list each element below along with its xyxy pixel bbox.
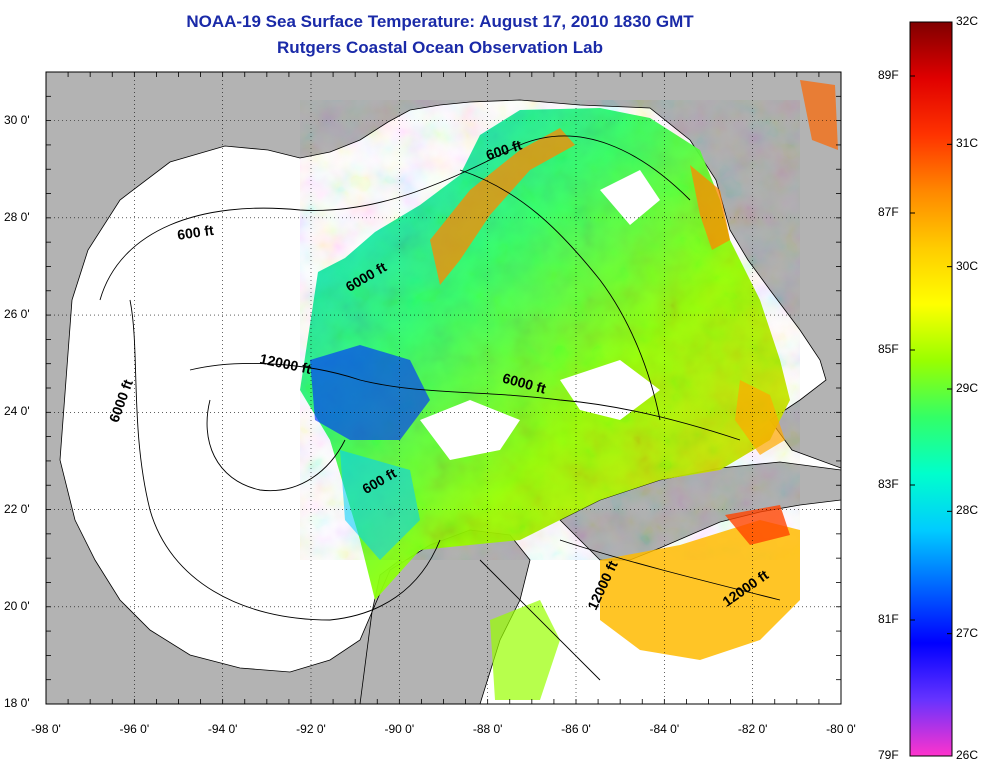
lat-tick-label: 18 0' xyxy=(4,696,30,710)
colorbar-gradient xyxy=(909,21,953,757)
lon-tick-label: -80 0' xyxy=(826,722,856,736)
colorbar-fahrenheit-label: 85F xyxy=(878,342,899,356)
map-title: NOAA-19 Sea Surface Temperature: August … xyxy=(186,12,694,31)
contour-label: 600 ft xyxy=(176,222,215,243)
colorbar-celsius-label: 31C xyxy=(956,136,979,151)
lon-tick-label: -88 0' xyxy=(472,722,503,736)
colorbar-fahrenheit-label: 81F xyxy=(878,612,899,626)
colorbar-celsius-label: 28C xyxy=(956,503,979,518)
lat-tick-label: 28 0' xyxy=(4,209,30,224)
lon-tick-label: -90 0' xyxy=(384,722,415,736)
florida-east-sst xyxy=(800,80,838,150)
colorbar-celsius-label: 30C xyxy=(956,258,979,273)
lon-tick-label: -94 0' xyxy=(207,722,238,736)
lon-tick-label: -86 0' xyxy=(561,722,591,736)
bathymetry-contours xyxy=(99,135,781,681)
colorbar-fahrenheit-label: 89F xyxy=(878,68,899,82)
colorbar-celsius-label: 29C xyxy=(956,381,979,395)
colorbar-fahrenheit-label: 83F xyxy=(878,477,899,491)
colorbar-celsius-label: 26C xyxy=(956,748,979,762)
map-subtitle: Rutgers Coastal Ocean Observation Lab xyxy=(277,38,603,57)
lon-tick-label: -82 0' xyxy=(737,722,768,736)
yucatan-channel-sst xyxy=(490,600,560,700)
lat-tick-label: 30 0' xyxy=(4,112,30,127)
caribbean-hot xyxy=(725,505,790,545)
colorbar-fahrenheit-label: 79F xyxy=(878,748,899,762)
caribbean-sst xyxy=(600,520,800,660)
lon-tick-label: -98 0' xyxy=(31,722,61,736)
lat-tick-label: 20 0' xyxy=(4,598,30,613)
lon-tick-label: -84 0' xyxy=(649,722,680,736)
lat-tick-label: 26 0' xyxy=(4,307,30,322)
colorbar-celsius-label: 32C xyxy=(956,14,979,28)
lat-tick-label: 22 0' xyxy=(4,501,30,516)
colorbar-fahrenheit-label: 87F xyxy=(878,205,899,219)
lat-tick-label: 24 0' xyxy=(4,404,30,419)
lon-tick-label: -96 0' xyxy=(119,722,150,736)
map-frame xyxy=(45,71,842,705)
lon-tick-label: -92 0' xyxy=(296,722,326,736)
colorbar-celsius-label: 27C xyxy=(956,625,979,640)
colorbar xyxy=(909,21,953,757)
sst-swath xyxy=(300,100,800,600)
